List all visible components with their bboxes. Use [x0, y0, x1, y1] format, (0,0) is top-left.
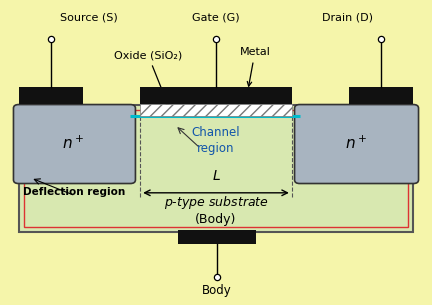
Text: Channel
region: Channel region [192, 126, 240, 155]
Bar [140, 87, 292, 104]
Bar [24, 110, 408, 227]
Text: (Body): (Body) [195, 213, 237, 226]
Text: Source (S): Source (S) [60, 13, 117, 23]
Text: Body: Body [202, 284, 232, 297]
Text: $n^+$: $n^+$ [62, 135, 85, 152]
Text: $n^+$: $n^+$ [346, 135, 368, 152]
Text: Gate (G): Gate (G) [192, 13, 240, 23]
Bar [19, 87, 83, 104]
Bar [178, 230, 256, 244]
Bar [19, 105, 413, 231]
Text: Deflection region: Deflection region [22, 187, 125, 197]
Bar [140, 104, 292, 116]
Text: Oxide (SiO₂): Oxide (SiO₂) [114, 50, 182, 106]
Text: $p$-type substrate: $p$-type substrate [163, 194, 269, 211]
Text: $L$: $L$ [212, 169, 220, 183]
Bar [349, 87, 413, 104]
Text: Metal: Metal [239, 48, 270, 86]
Text: Drain (D): Drain (D) [322, 13, 373, 23]
FancyBboxPatch shape [13, 105, 136, 184]
FancyBboxPatch shape [295, 105, 419, 184]
